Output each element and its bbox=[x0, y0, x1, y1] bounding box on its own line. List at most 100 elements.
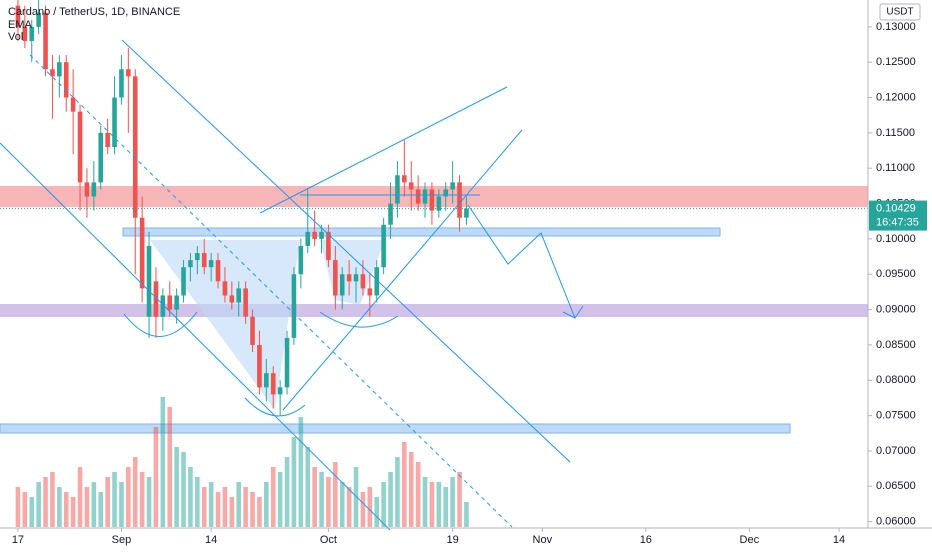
y-tick-label: 0.11000 bbox=[876, 162, 915, 174]
candle-body bbox=[277, 387, 283, 395]
candle-body bbox=[174, 295, 179, 310]
y-tick-label: 0.12500 bbox=[876, 56, 916, 68]
y-tick-label: 0.10000 bbox=[876, 233, 916, 245]
volume-bar bbox=[195, 477, 200, 527]
candle-body bbox=[243, 288, 248, 317]
shoulder-arc bbox=[123, 311, 198, 337]
candle-body bbox=[298, 245, 304, 275]
volume-bar bbox=[105, 477, 110, 527]
y-tick-label: 0.09000 bbox=[876, 303, 916, 315]
candle-body bbox=[15, 5, 21, 27]
candle-body bbox=[167, 295, 173, 310]
chart-title: Cardano / TetherUS, 1D, BINANCE bbox=[8, 6, 180, 18]
volume-bar bbox=[222, 487, 228, 527]
candle-body bbox=[160, 295, 166, 317]
volume-bar bbox=[381, 482, 386, 527]
volume-bar bbox=[126, 467, 131, 527]
volume-bar bbox=[208, 482, 214, 527]
volume-bar bbox=[43, 477, 48, 527]
volume-bar bbox=[312, 467, 317, 527]
candle-body bbox=[36, 12, 41, 27]
volume-bar bbox=[402, 442, 407, 527]
x-tick-label: Nov bbox=[533, 534, 553, 546]
demand-zone bbox=[0, 423, 791, 434]
y-tick-label: 0.06000 bbox=[876, 516, 916, 528]
volume-bar bbox=[29, 497, 35, 527]
volume-bar bbox=[70, 497, 76, 527]
volume-bar bbox=[139, 472, 145, 527]
candle-body bbox=[236, 288, 242, 303]
volume-bar bbox=[201, 487, 207, 527]
support-zone bbox=[122, 227, 721, 237]
volume-bar bbox=[346, 487, 352, 527]
candle-body bbox=[464, 208, 469, 218]
indicator-label: EMA bbox=[8, 19, 33, 31]
volume-bar bbox=[15, 487, 21, 527]
volume-bar bbox=[174, 447, 179, 527]
y-tick-label: 0.12000 bbox=[876, 91, 916, 103]
volume-bar bbox=[450, 477, 455, 527]
candle-body bbox=[305, 231, 311, 246]
candle-body bbox=[457, 182, 462, 218]
trend-line bbox=[29, 54, 513, 528]
volume-bar bbox=[236, 482, 242, 527]
candle-body bbox=[381, 224, 386, 268]
y-tick-label: 0.08500 bbox=[876, 339, 916, 351]
volume-bar bbox=[264, 482, 269, 527]
volume-bar bbox=[367, 487, 373, 527]
trend-line bbox=[0, 142, 391, 531]
volume-bar bbox=[215, 492, 221, 527]
head-arc bbox=[244, 397, 306, 417]
volume-bar bbox=[153, 427, 159, 527]
x-tick-label: 17 bbox=[12, 534, 24, 546]
candle-body bbox=[29, 26, 35, 41]
x-tick-label: 19 bbox=[447, 534, 459, 546]
candle-body bbox=[229, 295, 235, 303]
x-tick-label: 14 bbox=[205, 534, 217, 546]
candle-body bbox=[153, 281, 159, 317]
x-tick-label: 16 bbox=[640, 534, 652, 546]
y-tick-label: 0.07000 bbox=[876, 445, 916, 457]
candle-body bbox=[422, 189, 428, 204]
candle-body bbox=[84, 182, 90, 197]
candle-body bbox=[367, 288, 373, 296]
volume-bar bbox=[84, 487, 90, 527]
candle-body bbox=[215, 260, 221, 282]
volume-bar bbox=[146, 477, 152, 527]
volume-bar bbox=[291, 437, 297, 527]
x-tick-label: 14 bbox=[833, 534, 845, 546]
trend-line bbox=[259, 86, 508, 214]
volume-bar bbox=[181, 452, 186, 527]
candle-body bbox=[132, 76, 138, 218]
currency-box bbox=[879, 3, 921, 21]
volume-bar bbox=[57, 487, 62, 527]
y-tick-label: 0.09500 bbox=[876, 268, 916, 280]
volume-bar bbox=[22, 492, 28, 527]
candle-body bbox=[181, 267, 186, 296]
volume-bar bbox=[457, 472, 462, 527]
trend-line bbox=[121, 39, 571, 463]
candle-body bbox=[105, 132, 110, 148]
countdown: 16:47:35 bbox=[876, 216, 919, 228]
candle-body bbox=[70, 97, 76, 112]
volume-bar bbox=[119, 482, 124, 527]
x-tick-label: Dec bbox=[740, 534, 760, 546]
volume-bar bbox=[160, 397, 166, 527]
target-zone bbox=[0, 304, 868, 317]
volume-bar bbox=[353, 467, 359, 527]
candle-body bbox=[353, 274, 359, 282]
volume-bar bbox=[98, 492, 104, 527]
candle-body bbox=[112, 97, 117, 148]
candle-body bbox=[291, 274, 297, 338]
volume-bar bbox=[50, 472, 55, 527]
candle-body bbox=[201, 253, 207, 268]
candle-body bbox=[222, 281, 228, 296]
x-tick-label: Oct bbox=[320, 534, 337, 546]
y-tick-label: 0.11500 bbox=[876, 127, 915, 139]
volume-bar bbox=[422, 477, 428, 527]
candle-body bbox=[98, 132, 104, 183]
y-tick-label: 0.08000 bbox=[876, 374, 916, 386]
candle-body bbox=[63, 62, 69, 98]
volume-bar bbox=[408, 452, 414, 527]
volume-bar bbox=[229, 497, 235, 527]
